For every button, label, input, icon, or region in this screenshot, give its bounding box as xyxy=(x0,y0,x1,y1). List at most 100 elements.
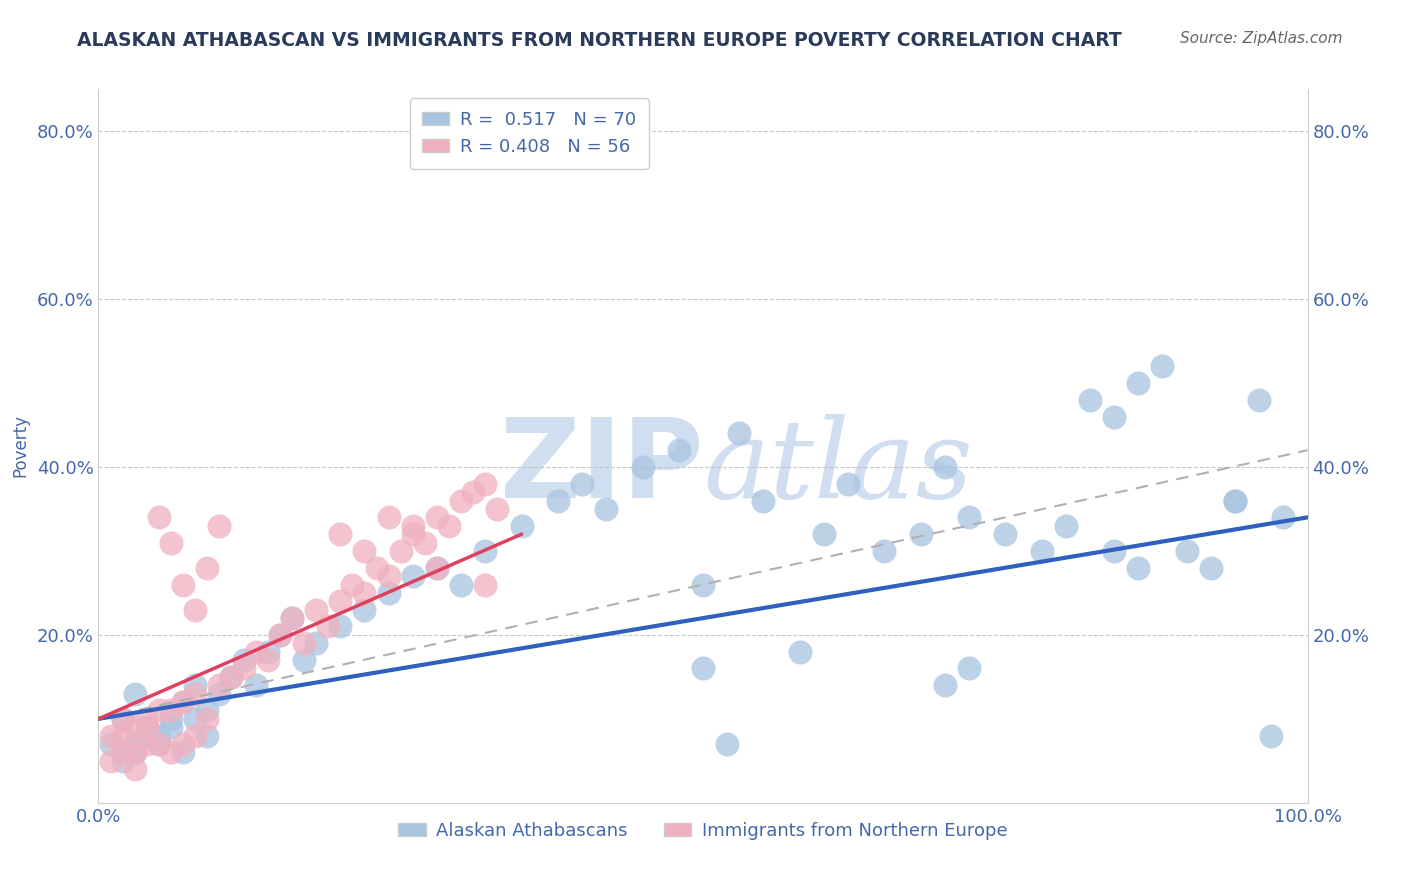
Point xyxy=(994,527,1017,541)
Point xyxy=(510,518,533,533)
Point xyxy=(124,720,146,734)
Point xyxy=(1223,493,1246,508)
Point xyxy=(402,518,425,533)
Point xyxy=(232,661,254,675)
Point xyxy=(389,544,412,558)
Point xyxy=(195,560,218,574)
Point xyxy=(837,476,859,491)
Point xyxy=(245,678,267,692)
Point xyxy=(547,493,569,508)
Point xyxy=(160,703,183,717)
Point xyxy=(329,594,352,608)
Point xyxy=(437,518,460,533)
Point xyxy=(148,737,170,751)
Point xyxy=(1199,560,1222,574)
Point xyxy=(184,603,207,617)
Point xyxy=(1260,729,1282,743)
Point xyxy=(172,695,194,709)
Point xyxy=(910,527,932,541)
Point xyxy=(716,737,738,751)
Point xyxy=(160,712,183,726)
Point xyxy=(195,703,218,717)
Point xyxy=(124,762,146,776)
Point xyxy=(124,746,146,760)
Point xyxy=(148,510,170,524)
Point xyxy=(329,527,352,541)
Point xyxy=(316,619,339,633)
Point xyxy=(281,611,304,625)
Point xyxy=(305,636,328,650)
Point xyxy=(353,603,375,617)
Point xyxy=(221,670,243,684)
Point xyxy=(135,737,157,751)
Point xyxy=(172,737,194,751)
Point xyxy=(111,729,134,743)
Point xyxy=(208,678,231,692)
Point xyxy=(256,645,278,659)
Point xyxy=(813,527,835,541)
Point xyxy=(135,729,157,743)
Point xyxy=(1102,409,1125,424)
Point xyxy=(957,510,980,524)
Point xyxy=(353,586,375,600)
Point xyxy=(111,712,134,726)
Point xyxy=(1128,376,1150,390)
Point xyxy=(571,476,593,491)
Point xyxy=(269,628,291,642)
Point xyxy=(1128,560,1150,574)
Point xyxy=(329,619,352,633)
Point xyxy=(342,577,364,591)
Point xyxy=(292,636,315,650)
Point xyxy=(450,577,472,591)
Point xyxy=(377,510,399,524)
Point xyxy=(124,746,146,760)
Point xyxy=(195,729,218,743)
Point xyxy=(148,729,170,743)
Point xyxy=(402,569,425,583)
Point xyxy=(245,645,267,659)
Point xyxy=(208,518,231,533)
Point xyxy=(426,510,449,524)
Point xyxy=(474,577,496,591)
Point xyxy=(160,535,183,549)
Point xyxy=(934,460,956,475)
Point xyxy=(124,737,146,751)
Text: atlas: atlas xyxy=(703,414,973,521)
Point xyxy=(281,611,304,625)
Point xyxy=(148,703,170,717)
Point xyxy=(402,527,425,541)
Point xyxy=(957,661,980,675)
Point xyxy=(135,720,157,734)
Point xyxy=(873,544,896,558)
Point xyxy=(208,687,231,701)
Point xyxy=(172,577,194,591)
Point xyxy=(184,678,207,692)
Point xyxy=(111,712,134,726)
Point xyxy=(100,754,122,768)
Point xyxy=(450,493,472,508)
Point xyxy=(631,460,654,475)
Point xyxy=(692,661,714,675)
Point xyxy=(124,687,146,701)
Point xyxy=(474,544,496,558)
Y-axis label: Poverty: Poverty xyxy=(11,415,30,477)
Text: Source: ZipAtlas.com: Source: ZipAtlas.com xyxy=(1180,31,1343,46)
Point xyxy=(184,687,207,701)
Point xyxy=(934,678,956,692)
Point xyxy=(1102,544,1125,558)
Point xyxy=(426,560,449,574)
Point xyxy=(305,603,328,617)
Point xyxy=(486,502,509,516)
Point xyxy=(100,737,122,751)
Point xyxy=(413,535,436,549)
Point xyxy=(184,729,207,743)
Point xyxy=(692,577,714,591)
Point xyxy=(377,586,399,600)
Point xyxy=(1152,359,1174,374)
Point xyxy=(789,645,811,659)
Point xyxy=(426,560,449,574)
Point xyxy=(595,502,617,516)
Point xyxy=(269,628,291,642)
Text: ZIP: ZIP xyxy=(499,414,703,521)
Point xyxy=(474,476,496,491)
